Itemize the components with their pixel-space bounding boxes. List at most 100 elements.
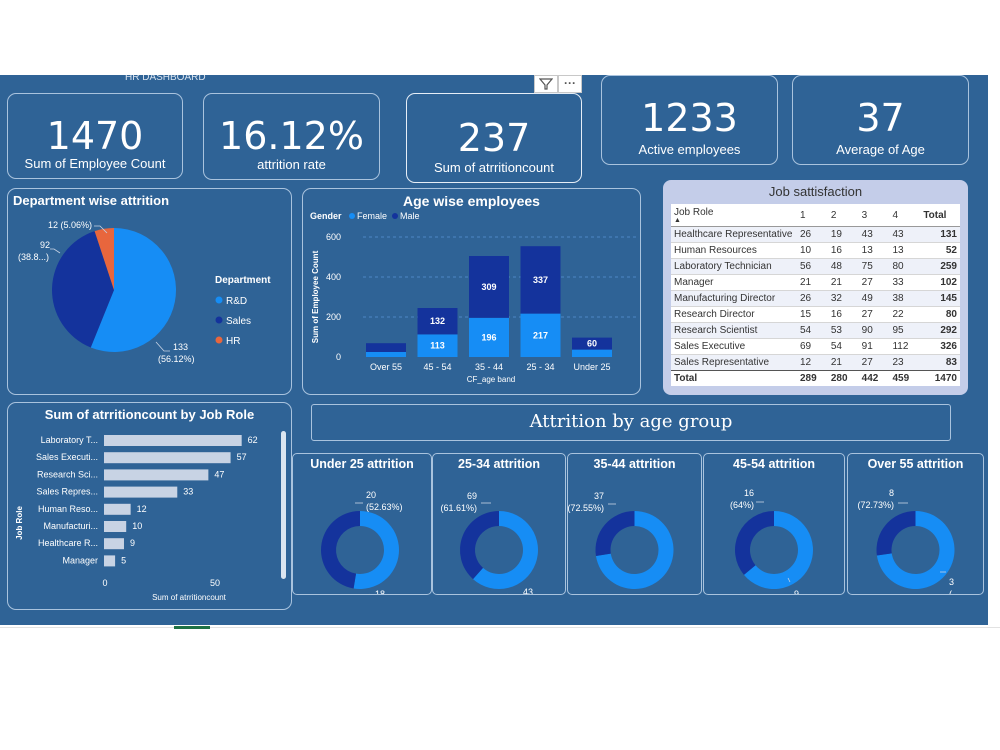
table-header-row: Job Role ▲ 1 2 3 4 Total	[671, 204, 960, 227]
y-tick-label: 600	[326, 232, 341, 242]
data-label: 10	[132, 521, 142, 531]
column-header[interactable]: 1	[797, 204, 828, 227]
kpi-value: 16.12%	[219, 114, 364, 158]
y-tick-label: Laboratory T...	[41, 435, 98, 445]
chart-title: Department wise attrition	[13, 193, 170, 208]
total-cell: 259	[920, 258, 960, 275]
rating-cell: 54	[797, 322, 828, 339]
bar	[104, 452, 231, 464]
kpi-label: Sum of Employee Count	[24, 156, 166, 171]
rating-cell: 15	[797, 306, 828, 323]
y-tick-label: Sales Executi...	[36, 452, 98, 462]
column-header[interactable]: 3	[858, 204, 890, 227]
y-tick-label: Healthcare R...	[38, 538, 98, 548]
y-axis-label: Sum of Employee Count	[311, 250, 320, 343]
bar	[104, 503, 131, 515]
column-header[interactable]: 4	[889, 204, 921, 227]
x-tick-label: 35 - 44	[475, 362, 503, 372]
donut-segment-attrition	[473, 511, 538, 589]
total-cell: 1470	[920, 370, 960, 386]
rating-cell: 22	[889, 306, 921, 323]
rating-cell: 38	[889, 290, 921, 307]
job-role-cell: Manufacturing Director	[671, 290, 797, 307]
donut-chart: 37 (72.55%)	[568, 491, 674, 589]
table-row: Sales Executive 69 54 91 112 326	[671, 338, 960, 355]
age-wise-employees-card: Age wise employees Gender Female Male 0 200 4…	[302, 188, 641, 395]
total-cell: 83	[920, 354, 960, 371]
kpi-value: 37	[856, 96, 905, 140]
total-cell: 292	[920, 322, 960, 339]
total-cell: 280	[827, 370, 859, 386]
legend-marker	[392, 213, 398, 219]
rating-cell: 69	[797, 338, 828, 355]
bar-male	[417, 308, 458, 335]
data-label: 337	[533, 275, 548, 285]
total-cell: 145	[920, 290, 960, 307]
rating-cell: 32	[827, 290, 859, 307]
donut-title: 35-44 attrition	[593, 457, 676, 471]
rating-cell: 91	[858, 338, 890, 355]
bar-male	[572, 337, 612, 350]
y-tick-label: Manager	[62, 555, 98, 565]
section-title: Attrition by age group	[529, 411, 733, 432]
legend-marker	[349, 213, 355, 219]
rating-cell: 26	[797, 226, 828, 243]
donut-title: Over 55 attrition	[867, 457, 964, 471]
rating-cell: 112	[889, 338, 921, 355]
donut-title: Under 25 attrition	[310, 457, 414, 471]
total-cell: 289	[797, 370, 828, 386]
chart-title: Age wise employees	[403, 193, 540, 209]
data-label: 132	[430, 316, 445, 326]
rating-cell: 43	[889, 226, 921, 243]
x-tick-label: 0	[102, 578, 107, 588]
data-label: 16	[744, 488, 754, 498]
donut-chart: 16(64%)9(36%)	[730, 488, 813, 594]
data-label: 37	[594, 491, 604, 501]
data-label: 133	[173, 342, 188, 352]
rating-cell: 21	[797, 274, 828, 291]
filter-button[interactable]	[534, 75, 558, 93]
data-label: (52.63%)	[366, 502, 403, 512]
data-label: (72.55%)	[568, 503, 604, 513]
more-options-button[interactable]: ···	[558, 75, 582, 93]
filter-icon	[538, 78, 554, 90]
kpi-label: Active employees	[638, 142, 741, 157]
column-header[interactable]: 2	[827, 204, 859, 227]
donut-segment-other	[595, 511, 635, 556]
rating-cell: 53	[827, 322, 859, 339]
kpi-label: Average of Age	[836, 142, 925, 157]
scrollbar[interactable]	[281, 431, 286, 579]
data-label: 9	[794, 589, 799, 594]
x-tick-label: Under 25	[573, 362, 610, 372]
column-header-job-role[interactable]: Job Role ▲	[671, 204, 797, 227]
data-label: 47	[214, 469, 224, 479]
data-label: 5	[121, 555, 126, 565]
data-label: 18	[375, 589, 385, 594]
rating-cell: 56	[797, 258, 828, 275]
y-tick-label: 400	[326, 272, 341, 282]
donut-segment-other	[876, 511, 916, 556]
data-label: 113	[430, 341, 445, 351]
data-label: (61.61%)	[440, 503, 477, 513]
data-label: 33	[183, 487, 193, 497]
job-role-cell: Sales Representative	[671, 354, 797, 371]
x-axis-label: CF_age band	[467, 375, 515, 384]
data-label: 12 (5.06%)	[48, 220, 92, 230]
rating-cell: 19	[827, 226, 859, 243]
kpi-label: attrition rate	[257, 157, 326, 172]
rating-cell: 49	[858, 290, 890, 307]
column-header-total[interactable]: Total	[920, 204, 960, 227]
legend-item: Male	[400, 211, 420, 221]
job-role-cell: Manager	[671, 274, 797, 291]
rating-cell: 95	[889, 322, 921, 339]
legend-title: Gender	[310, 211, 342, 221]
kpi-attrition-count[interactable]: 237 Sum of atrritioncount	[406, 93, 582, 183]
kpi-attrition-rate: 16.12% attrition rate	[203, 93, 380, 180]
donut-chart: 69(61.61%)43(38....)	[440, 491, 538, 594]
leader-line	[155, 341, 170, 352]
data-label: 217	[533, 330, 548, 340]
table-row: Sales Representative 12 21 27 23 83	[671, 354, 960, 371]
donut-segment-other	[460, 511, 499, 580]
